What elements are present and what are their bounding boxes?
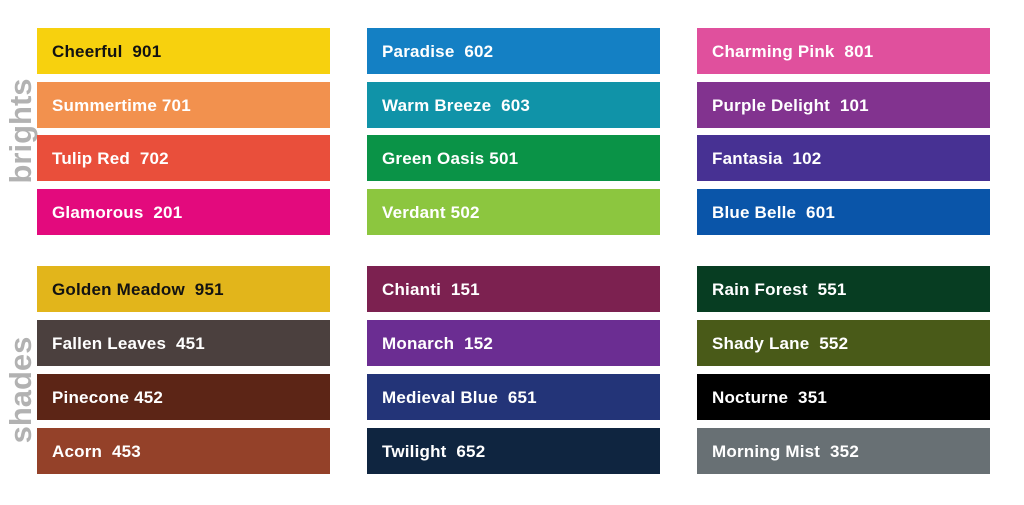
swatch-purple-delight-101: Purple Delight 101 — [697, 81, 990, 128]
swatch-label: Twilight 652 — [382, 442, 486, 461]
swatch-green-oasis-501: Green Oasis 501 — [367, 135, 660, 181]
swatch-label: Morning Mist 352 — [712, 442, 859, 461]
swatch-shady-lane-552: Shady Lane 552 — [697, 320, 990, 366]
swatch-blue-belle-601: Blue Belle 601 — [697, 188, 990, 235]
swatch-cheerful-901: Cheerful 901 — [37, 28, 330, 74]
swatch-label: Acorn 453 — [52, 442, 141, 461]
section-label-brights: brights — [3, 78, 38, 184]
swatch-label: Warm Breeze 603 — [382, 95, 531, 115]
swatch-charming-pink-801: Charming Pink 801 — [697, 28, 990, 74]
swatch-label: Fallen Leaves 451 — [52, 334, 205, 353]
swatch-summertime-701: Summertime 701 — [37, 81, 330, 128]
swatch-monarch-152: Monarch 152 — [367, 320, 660, 366]
swatch-golden-meadow-951: Golden Meadow 951 — [37, 266, 330, 312]
brights-column-violet: Charming Pink 801 Purple Delight 101 Fan… — [697, 28, 990, 235]
swatch-acorn-453: Acorn 453 — [37, 428, 330, 474]
swatch-label: Paradise 602 — [382, 42, 494, 61]
swatch-fallen-leaves-451: Fallen Leaves 451 — [37, 320, 330, 366]
swatch-label: Nocturne 351 — [712, 388, 828, 407]
swatch-label: Verdant 502 — [382, 202, 480, 222]
swatch-pinecone-452: Pinecone 452 — [37, 374, 330, 420]
swatch-twilight-652: Twilight 652 — [367, 428, 660, 474]
swatch-fantasia-102: Fantasia 102 — [697, 135, 990, 181]
swatch-label: Pinecone 452 — [52, 388, 164, 407]
swatch-nocturne-351: Nocturne 351 — [697, 374, 990, 420]
swatch-label: Monarch 152 — [382, 334, 494, 353]
brights-column-cool: Paradise 602 Warm Breeze 603 Green Oasis… — [367, 28, 660, 235]
swatch-paradise-602: Paradise 602 — [367, 28, 660, 74]
swatch-label: Medieval Blue 651 — [382, 388, 537, 407]
swatch-label: Golden Meadow 951 — [52, 280, 224, 299]
swatch-label: Fantasia 102 — [712, 149, 822, 168]
swatch-rain-forest-551: Rain Forest 551 — [697, 266, 990, 312]
shades-column-deep: Chianti 151 Monarch 152 Medieval Blue 65… — [367, 266, 660, 474]
swatch-label: Rain Forest 551 — [712, 280, 847, 299]
swatch-label: Shady Lane 552 — [712, 334, 849, 353]
shades-column-neutral: Rain Forest 551 Shady Lane 552 Nocturne … — [697, 266, 990, 474]
swatch-tulip-red-702: Tulip Red 702 — [37, 135, 330, 181]
brights-column-warm: Cheerful 901 Summertime 701 Tulip Red 70… — [37, 28, 330, 235]
swatch-warm-breeze-603: Warm Breeze 603 — [367, 81, 660, 128]
shades-column-earth: Golden Meadow 951 Fallen Leaves 451 Pine… — [37, 266, 330, 474]
swatch-label: Glamorous 201 — [52, 202, 183, 222]
swatch-label: Green Oasis 501 — [382, 149, 519, 168]
swatch-label: Cheerful 901 — [52, 42, 162, 61]
section-label-shades: shades — [3, 336, 38, 444]
swatch-glamorous-201: Glamorous 201 — [37, 188, 330, 235]
swatch-label: Purple Delight 101 — [712, 95, 869, 115]
swatch-medieval-blue-651: Medieval Blue 651 — [367, 374, 660, 420]
swatch-label: Summertime 701 — [52, 95, 191, 115]
swatch-label: Charming Pink 801 — [712, 42, 874, 61]
swatch-label: Tulip Red 702 — [52, 149, 169, 168]
swatch-morning-mist-352: Morning Mist 352 — [697, 428, 990, 474]
swatch-chianti-151: Chianti 151 — [367, 266, 660, 312]
swatch-verdant-502: Verdant 502 — [367, 188, 660, 235]
swatch-label: Chianti 151 — [382, 280, 480, 299]
swatch-label: Blue Belle 601 — [712, 202, 836, 222]
